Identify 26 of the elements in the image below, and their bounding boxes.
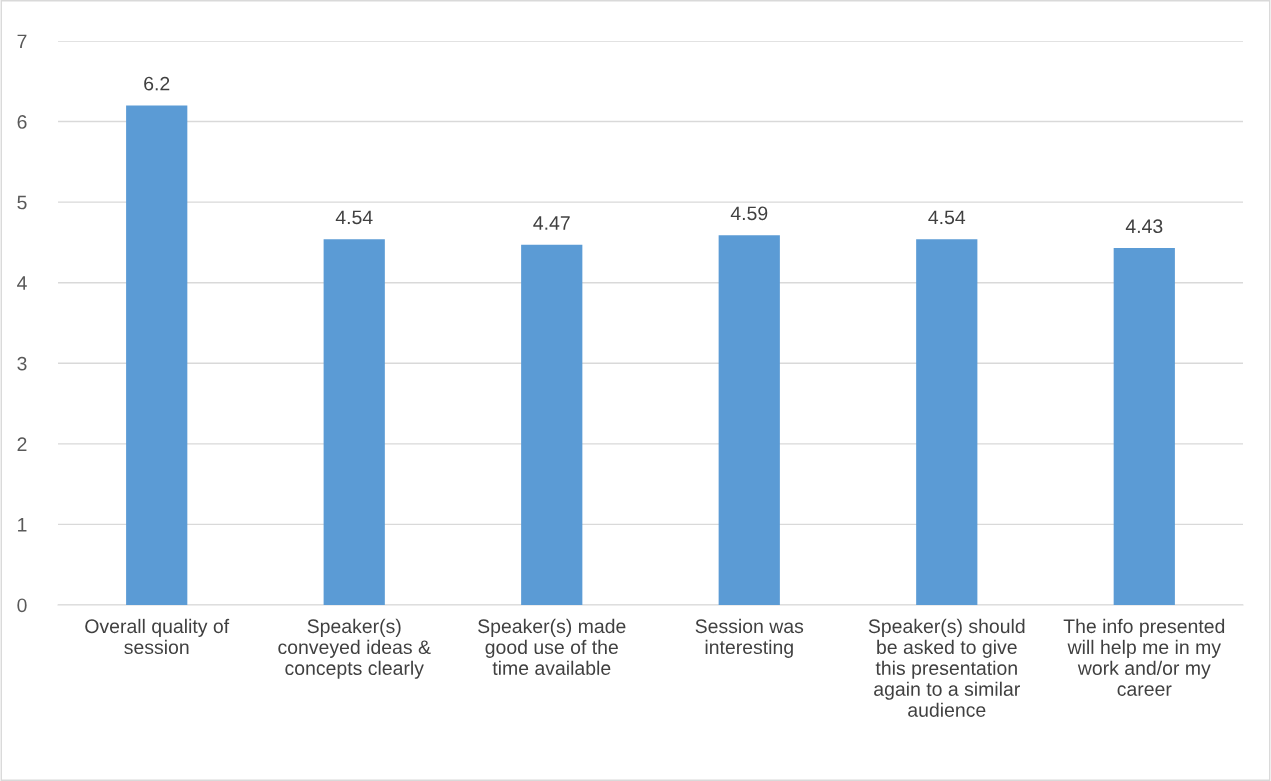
bar — [1113, 248, 1175, 605]
bar — [323, 239, 385, 605]
x-tick-label: Speaker(s) made good use of the time available — [478, 618, 626, 676]
data-label: 4.54 — [928, 210, 966, 225]
x-tick-label: The info presented will help me in my work and/or my career — [1063, 618, 1225, 696]
x-tick-label: Speaker(s) conveyed ideas & concepts clearly — [278, 618, 431, 679]
y-tick-label: 4 — [17, 276, 27, 290]
bar — [521, 244, 583, 605]
y-tick-label: 7 — [17, 34, 27, 49]
y-tick-label: 5 — [17, 195, 27, 210]
bar — [916, 239, 978, 605]
bar — [718, 235, 780, 605]
y-tick-label: 3 — [17, 356, 27, 371]
data-label: 4.59 — [730, 206, 768, 221]
x-tick-label: Overall quality of session — [85, 618, 230, 655]
x-tick-label: Speaker(s) should be asked to give this presentation again to a similar audience — [868, 618, 1025, 717]
y-tick-label: 2 — [17, 437, 27, 451]
y-tick-label: 6 — [17, 115, 27, 129]
data-label: 4.47 — [533, 216, 570, 230]
bar — [126, 105, 188, 605]
data-label: 6.2 — [144, 76, 170, 91]
x-tick-label: Session was interesting — [695, 618, 804, 658]
data-label: 4.43 — [1125, 219, 1163, 234]
y-tick-label: 0 — [17, 598, 27, 613]
y-tick-label: 1 — [18, 518, 27, 532]
data-label: 4.54 — [335, 210, 373, 225]
